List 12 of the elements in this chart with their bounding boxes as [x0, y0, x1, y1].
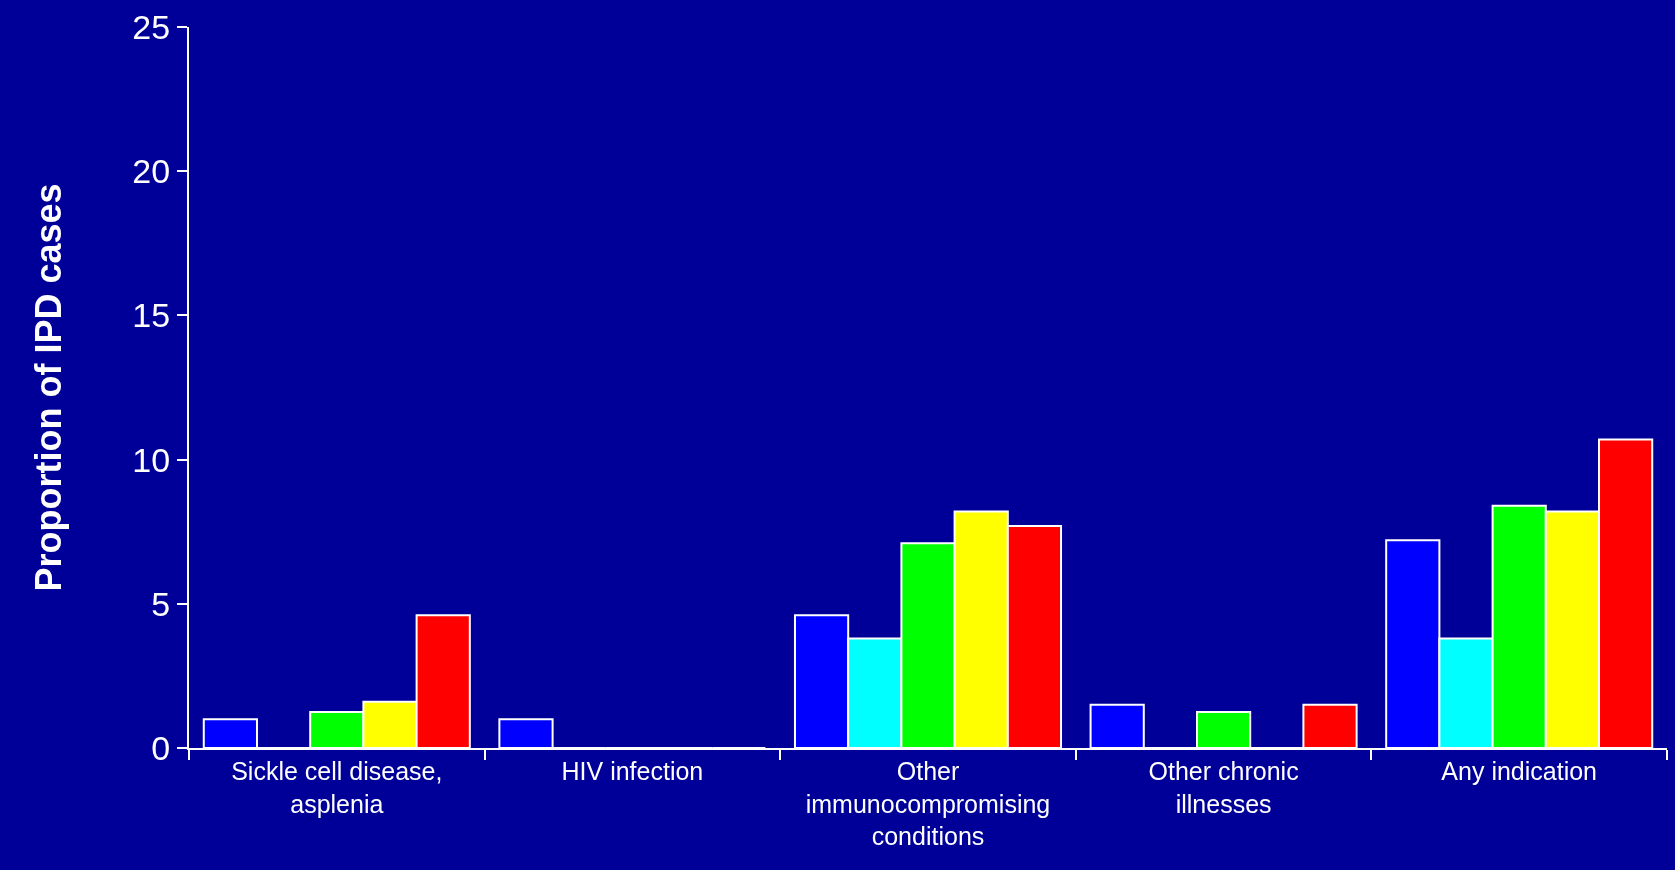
x-tick-label: Other immunocompromising conditions — [805, 757, 1051, 850]
y-tick-label: 5 — [151, 584, 171, 623]
y-tick-label: 10 — [132, 440, 171, 479]
y-tick-label: 15 — [132, 296, 171, 335]
x-tick-label: Sickle cell disease, asplenia — [231, 757, 443, 818]
x-tick-label: Any indication — [1441, 757, 1598, 785]
y-axis-title: Proportion of IPD cases — [27, 183, 69, 592]
y-tick-label: 0 — [151, 728, 171, 767]
x-tick-label: Other chronic illnesses — [1148, 757, 1299, 818]
y-tick-label: 25 — [132, 7, 171, 46]
y-tick-label: 20 — [132, 152, 171, 191]
x-tick-label: HIV infection — [561, 757, 704, 785]
